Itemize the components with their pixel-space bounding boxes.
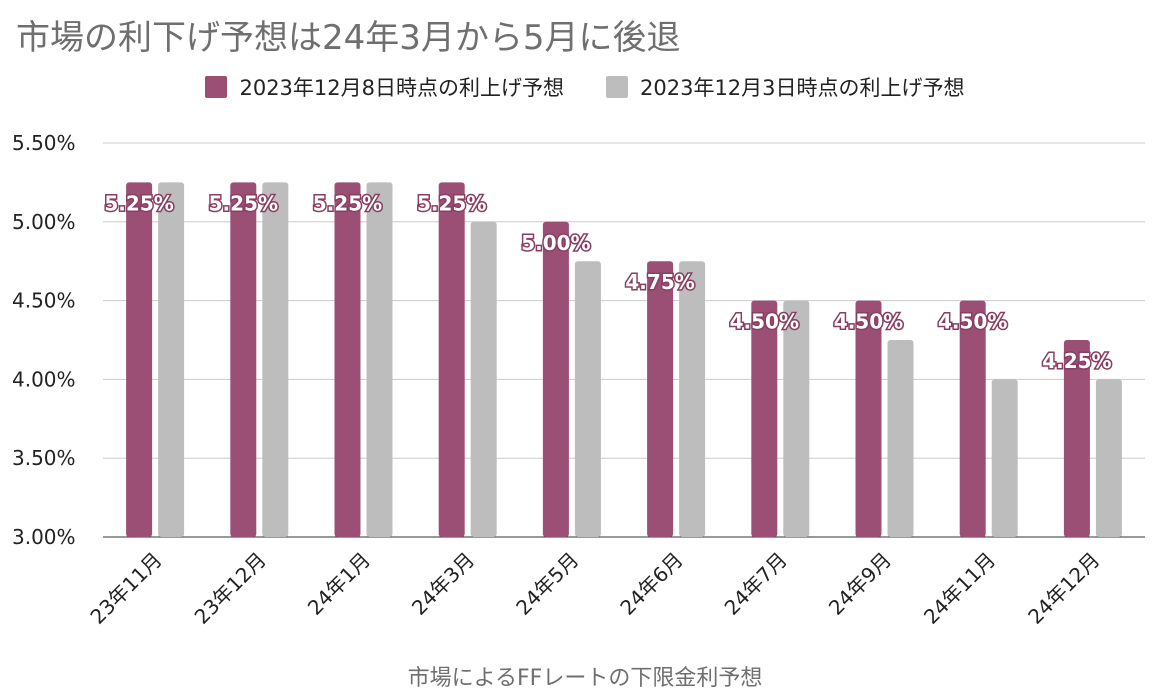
legend-item-series-1: 2023年12月8日時点の利上げ予想 bbox=[205, 72, 564, 102]
x-tick-label: 24年3月 bbox=[407, 548, 479, 620]
x-tick-label: 24年1月 bbox=[303, 548, 375, 620]
legend-label-series-2: 2023年12月3日時点の利上げ予想 bbox=[640, 76, 965, 100]
bar-series-2 bbox=[1095, 379, 1122, 537]
bar-series-1 bbox=[126, 182, 153, 537]
y-tick-label: 4.50% bbox=[12, 289, 76, 313]
data-label: 4.50% bbox=[730, 310, 799, 334]
x-axis-title: 市場によるFFレートの下限金利予想 bbox=[407, 666, 763, 691]
legend-swatch-series-2 bbox=[606, 76, 628, 98]
data-label: 4.50% bbox=[834, 310, 903, 334]
x-tick-label: 24年9月 bbox=[824, 548, 896, 620]
chart-title: 市場の利下げ予想は24年3月から5月に後退 bbox=[16, 18, 681, 58]
x-tick-label: 24年6月 bbox=[615, 548, 687, 620]
bar-series-2 bbox=[262, 182, 289, 537]
x-tick-label: 24年11月 bbox=[919, 548, 1000, 629]
bar-series-1 bbox=[959, 300, 986, 537]
data-label: 5.25% bbox=[104, 191, 173, 215]
legend-item-series-2: 2023年12月3日時点の利上げ予想 bbox=[606, 72, 965, 102]
y-tick-label: 5.00% bbox=[12, 210, 76, 234]
x-tick-label: 23年11月 bbox=[85, 548, 166, 629]
bar-series-2 bbox=[783, 300, 810, 537]
data-label: 4.50% bbox=[938, 310, 1007, 334]
bar-series-1 bbox=[334, 182, 361, 537]
bar-series-2 bbox=[158, 182, 185, 537]
bar-series-1 bbox=[751, 300, 778, 537]
bar-series-2 bbox=[991, 379, 1018, 537]
bar-series-1 bbox=[647, 261, 674, 537]
bar-series-2 bbox=[887, 340, 914, 537]
bar-series-1 bbox=[438, 182, 465, 537]
data-label: 5.25% bbox=[313, 191, 382, 215]
data-label: 5.25% bbox=[417, 191, 486, 215]
data-label: 4.75% bbox=[625, 270, 694, 294]
data-label: 4.25% bbox=[1042, 349, 1111, 373]
x-tick-label: 24年7月 bbox=[720, 548, 792, 620]
bar-series-1 bbox=[230, 182, 257, 537]
bar-series-1 bbox=[1063, 340, 1090, 537]
legend-swatch-series-1 bbox=[205, 76, 228, 98]
legend-label-series-1: 2023年12月8日時点の利上げ予想 bbox=[239, 76, 564, 100]
bar-series-2 bbox=[366, 182, 393, 537]
bar-series-2 bbox=[470, 221, 497, 538]
bar-series-1 bbox=[542, 221, 569, 538]
bar-series-2 bbox=[679, 261, 706, 537]
chart-legend: 2023年12月8日時点の利上げ予想 2023年12月3日時点の利上げ予想 bbox=[0, 72, 1170, 102]
y-tick-label: 3.50% bbox=[12, 446, 76, 470]
x-tick-label: 24年12月 bbox=[1023, 548, 1104, 629]
y-tick-label: 3.00% bbox=[12, 525, 76, 549]
data-label: 5.00% bbox=[521, 231, 590, 255]
data-label: 5.25% bbox=[209, 191, 278, 215]
bar-series-2 bbox=[574, 261, 601, 537]
x-tick-label: 23年12月 bbox=[190, 548, 271, 629]
y-tick-label: 5.50% bbox=[12, 131, 76, 155]
bar-series-1 bbox=[855, 300, 882, 537]
x-tick-label: 24年5月 bbox=[511, 548, 583, 620]
y-tick-label: 4.00% bbox=[12, 367, 76, 391]
